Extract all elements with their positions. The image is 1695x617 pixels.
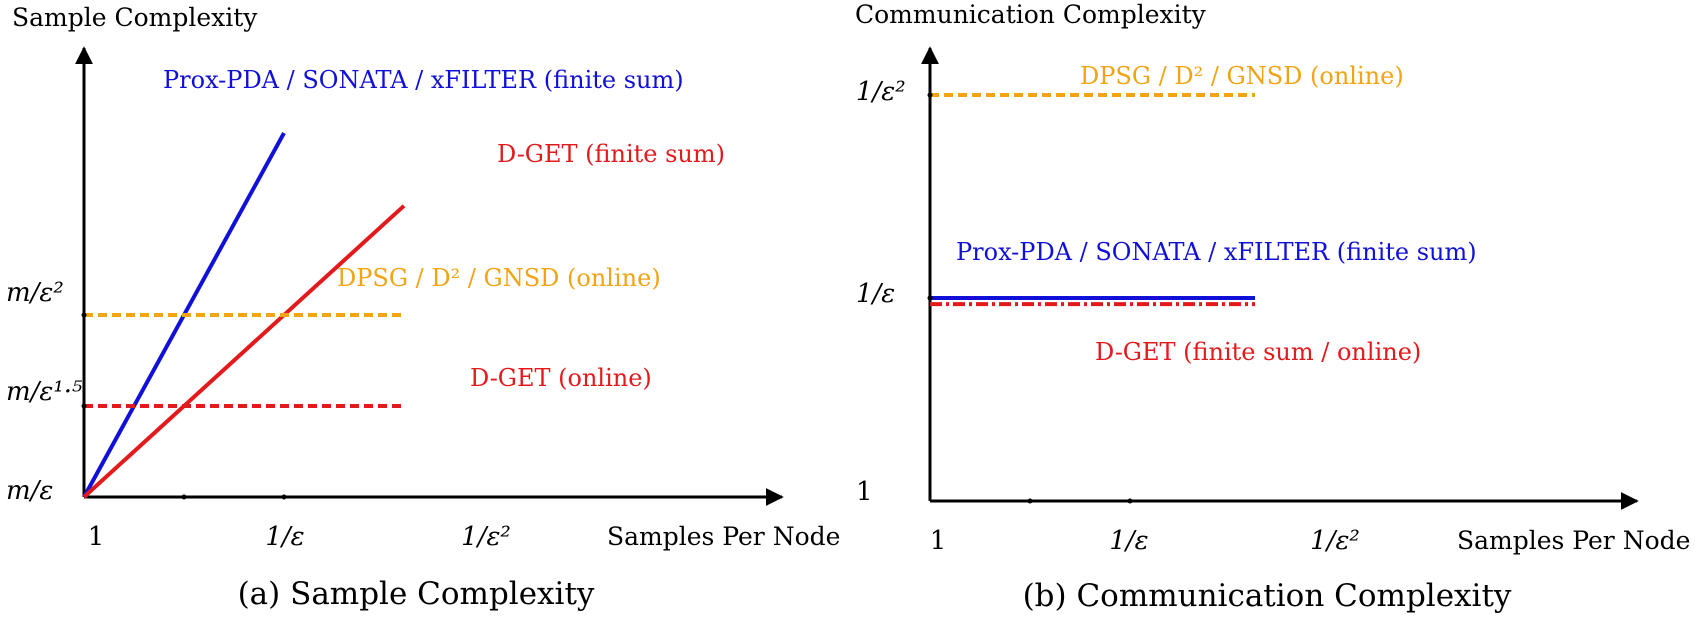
panel-a: Sample Complexity 1 1/ε 1/ε² Samples Per… <box>6 3 840 612</box>
panel-a-y-axis-title: Sample Complexity <box>12 3 258 32</box>
panel-a-label-dpsg: DPSG / D² / GNSD (online) <box>337 264 661 292</box>
panel-a-x-tick-mark-1 <box>181 494 187 500</box>
panel-b-x-axis-title: Samples Per Node <box>1457 526 1690 555</box>
panel-b-y-tick-3: 1/ε² <box>856 77 906 107</box>
panel-a-y-tick-mark-1 <box>81 403 87 409</box>
panel-a-label-dget-online: D-GET (online) <box>470 364 652 392</box>
panel-a-label-xfilter: Prox-PDA / SONATA / xFILTER (finite sum) <box>163 66 684 94</box>
panel-a-x-axis-title: Samples Per Node <box>607 522 840 551</box>
panel-b-x-tick-mark-1 <box>1027 498 1033 504</box>
panel-a-y-tick-3: m/ε² <box>6 278 64 308</box>
panel-a-series-1-line <box>82 204 406 499</box>
panel-a-label-dget-finite: D-GET (finite sum) <box>497 140 725 168</box>
panel-b-label-xfilter: Prox-PDA / SONATA / xFILTER (finite sum) <box>956 238 1477 266</box>
panel-b-label-dpsg: DPSG / D² / GNSD (online) <box>1080 62 1404 90</box>
panel-b-y-tick-1: 1 <box>856 477 873 507</box>
panel-b-caption: (b) Communication Complexity <box>1023 578 1512 614</box>
panel-b-label-dget: D-GET (finite sum / online) <box>1095 338 1421 366</box>
panel-b-y-tick-mark-2 <box>927 92 933 98</box>
panel-a-x-tick-1: 1 <box>88 522 105 552</box>
panel-b: Communication Complexity 1 1/ε 1/ε² Samp… <box>855 0 1690 614</box>
panel-b-y-tick-mark-1 <box>927 295 933 301</box>
panel-a-y-tick-2: m/ε¹·⁵ <box>6 377 83 407</box>
panel-a-marks <box>81 132 406 500</box>
panel-b-x-tick-2: 1/ε <box>1109 526 1148 556</box>
panel-a-y-tick-mark-2 <box>81 312 87 318</box>
panel-b-y-tick-2: 1/ε <box>856 279 895 309</box>
panel-b-y-axis-title: Communication Complexity <box>855 0 1207 29</box>
panel-a-x-tick-3: 1/ε² <box>461 522 511 552</box>
panel-a-x-tick-mark-2 <box>281 494 287 500</box>
panel-b-x-tick-mark-2 <box>1127 498 1133 504</box>
panel-b-marks <box>927 92 1255 504</box>
panel-b-x-tick-1: 1 <box>930 526 947 556</box>
panel-a-y-tick-1: m/ε <box>6 476 53 506</box>
panel-a-x-tick-2: 1/ε <box>265 522 304 552</box>
panel-b-x-tick-3: 1/ε² <box>1310 526 1360 556</box>
panel-a-caption: (a) Sample Complexity <box>238 576 595 612</box>
